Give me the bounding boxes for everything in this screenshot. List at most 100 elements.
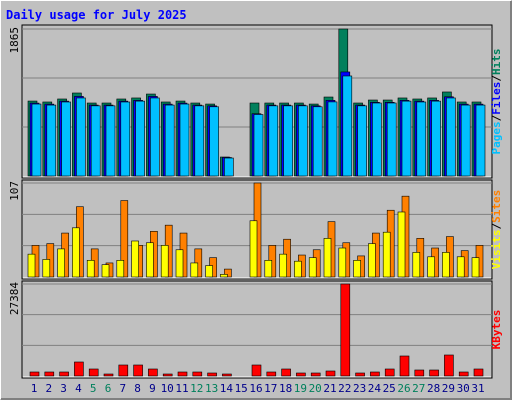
- bar: [251, 364, 262, 377]
- legend-entry: Hits: [490, 49, 503, 76]
- bar: [431, 100, 441, 177]
- x-tick-label: 19: [294, 382, 307, 395]
- bar: [372, 102, 382, 177]
- bar: [412, 252, 421, 278]
- x-tick-label: 15: [235, 382, 248, 395]
- legend-entry: Visits: [490, 230, 503, 270]
- legend-entry: Sites: [490, 190, 503, 223]
- legend: Visits/Sites: [490, 190, 503, 270]
- legend-entry: KBytes: [490, 310, 503, 350]
- bar: [473, 368, 484, 377]
- bar: [471, 257, 480, 278]
- bar: [160, 245, 169, 278]
- legend: KBytes: [490, 310, 503, 350]
- bar: [88, 368, 99, 377]
- bar: [101, 264, 110, 278]
- bar: [146, 242, 154, 278]
- bar: [368, 243, 376, 278]
- bar: [327, 101, 338, 177]
- x-tick-label: 20: [309, 382, 322, 395]
- bar: [312, 106, 323, 177]
- bar: [90, 105, 101, 177]
- chart-title: Daily usage for July 2025: [6, 8, 187, 22]
- x-tick-label: 8: [134, 382, 141, 395]
- bar: [325, 370, 336, 377]
- bar: [76, 97, 86, 177]
- bar: [357, 105, 367, 177]
- bar: [44, 371, 55, 377]
- bar: [446, 97, 456, 177]
- x-tick-label: 2: [45, 382, 52, 395]
- bar: [460, 104, 471, 177]
- bar: [268, 105, 279, 177]
- bar: [296, 372, 306, 377]
- legend-entry: Files: [490, 82, 503, 115]
- bar: [224, 157, 234, 177]
- bar: [386, 102, 397, 177]
- bar: [224, 268, 232, 278]
- bar: [29, 371, 40, 377]
- bar: [475, 104, 486, 177]
- x-tick-label: 24: [368, 382, 382, 395]
- bar: [370, 371, 380, 377]
- x-tick-label: 22: [338, 382, 351, 395]
- bar: [175, 249, 184, 278]
- bar: [253, 114, 264, 177]
- bar: [192, 371, 203, 377]
- bar: [120, 101, 131, 177]
- x-tick-label: 29: [442, 382, 455, 395]
- x-tick-label: 26: [397, 382, 410, 395]
- bar: [283, 105, 293, 177]
- bar: [57, 248, 65, 278]
- y-tick-label: 27384: [8, 282, 21, 315]
- bar: [190, 262, 199, 278]
- bar: [220, 274, 228, 278]
- bar: [458, 371, 469, 377]
- x-tick-label: 18: [279, 382, 292, 395]
- bar: [116, 260, 125, 278]
- bar: [323, 238, 332, 278]
- bar: [279, 253, 287, 278]
- bar: [177, 371, 188, 377]
- bar: [397, 211, 406, 278]
- x-tick-label: 23: [353, 382, 366, 395]
- bar: [120, 200, 129, 278]
- bar: [205, 265, 213, 278]
- bar: [162, 373, 173, 377]
- bar: [264, 260, 273, 278]
- x-tick-label: 21: [323, 382, 336, 395]
- bar: [342, 75, 353, 177]
- bar: [414, 369, 425, 377]
- bar: [86, 260, 95, 278]
- x-tick-label: 5: [90, 382, 97, 395]
- x-tick-label: 16: [249, 382, 262, 395]
- bar: [27, 253, 36, 278]
- bar: [42, 259, 51, 278]
- bar: [442, 252, 450, 278]
- bar: [133, 364, 143, 377]
- bar: [444, 354, 454, 377]
- x-tick-label: 10: [161, 382, 174, 395]
- bar: [281, 368, 291, 377]
- bar: [135, 100, 145, 177]
- bar: [61, 101, 71, 177]
- bar: [456, 256, 465, 278]
- bar: [207, 372, 217, 377]
- x-tick-label: 31: [471, 382, 484, 395]
- legend-separator: /: [490, 75, 503, 82]
- x-tick-label: 17: [264, 382, 277, 395]
- x-tick-label: 7: [119, 382, 126, 395]
- bar: [103, 373, 114, 377]
- legend: Pages/Files/Hits: [490, 49, 503, 155]
- bar: [46, 104, 57, 177]
- bar: [338, 247, 347, 278]
- bar: [105, 105, 116, 177]
- y-tick-label: 1865: [8, 27, 21, 54]
- x-tick-label: 30: [457, 382, 470, 395]
- x-tick-label: 1: [31, 382, 38, 395]
- bar: [355, 372, 365, 377]
- bar: [401, 100, 412, 177]
